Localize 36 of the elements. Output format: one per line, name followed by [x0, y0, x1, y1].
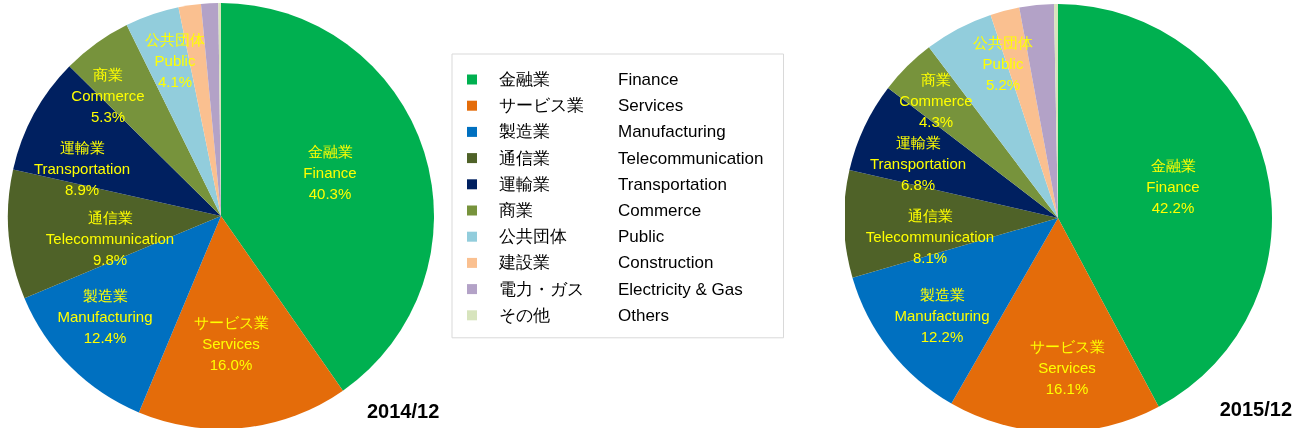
legend-label: 商業 Commerce	[482, 201, 702, 220]
slice-label: 金融業 Finance	[1146, 156, 1200, 195]
data-label: 16.0%	[209, 355, 253, 373]
data-label: 8.1%	[912, 248, 948, 266]
legend-label: 製造業 Manufacturing	[482, 122, 726, 142]
legend-label: サービス業 Services	[482, 96, 684, 116]
legend-label: 公共団体 Public	[482, 227, 665, 247]
slice-label: 公共団体 Public	[145, 30, 205, 69]
slice-label: 金融業 Finance	[303, 142, 357, 181]
legend-label: 電力・ガス Electricity & Gas	[482, 279, 743, 299]
text: 2014/12	[367, 400, 440, 422]
slice-label: 公共団体 Public	[973, 33, 1033, 72]
data-label: 40.3%	[308, 184, 352, 202]
legend-label: 建設業 Construction	[482, 253, 714, 273]
slice-label: 製造業 Manufacturing	[57, 286, 153, 325]
data-label: 42.2%	[1151, 198, 1195, 216]
legend-label: 金融業 Finance	[482, 70, 679, 89]
slice-label: 運輸業 Transportation	[33, 138, 131, 177]
data-label: 4.1%	[157, 72, 193, 90]
data-label: 5.3%	[90, 107, 126, 125]
data-label: 16.1%	[1045, 379, 1089, 397]
data-label: 12.2%	[920, 327, 964, 345]
data-label: 12.4%	[83, 328, 127, 346]
slice-label: サービス業 Services	[1029, 337, 1105, 376]
slice-label: 製造業 Manufacturing	[894, 285, 990, 324]
slice-label: サービス業 Services	[193, 313, 269, 352]
slice-label: 通信業 Telecommunication	[865, 206, 995, 245]
data-label: 6.8%	[900, 175, 936, 193]
slice-label: 通信業 Telecommunication	[45, 208, 175, 247]
data-label: 5.2%	[985, 75, 1021, 93]
legend-label: 通信業 Telecommunication	[482, 148, 764, 168]
legend-label: その他 Others	[482, 305, 670, 325]
legend-label: 運輸業 Transportation	[482, 174, 727, 194]
text: 2015/12	[1219, 398, 1292, 420]
data-label: 8.9%	[64, 180, 100, 198]
slice-label: 運輸業 Transportation	[869, 133, 967, 172]
